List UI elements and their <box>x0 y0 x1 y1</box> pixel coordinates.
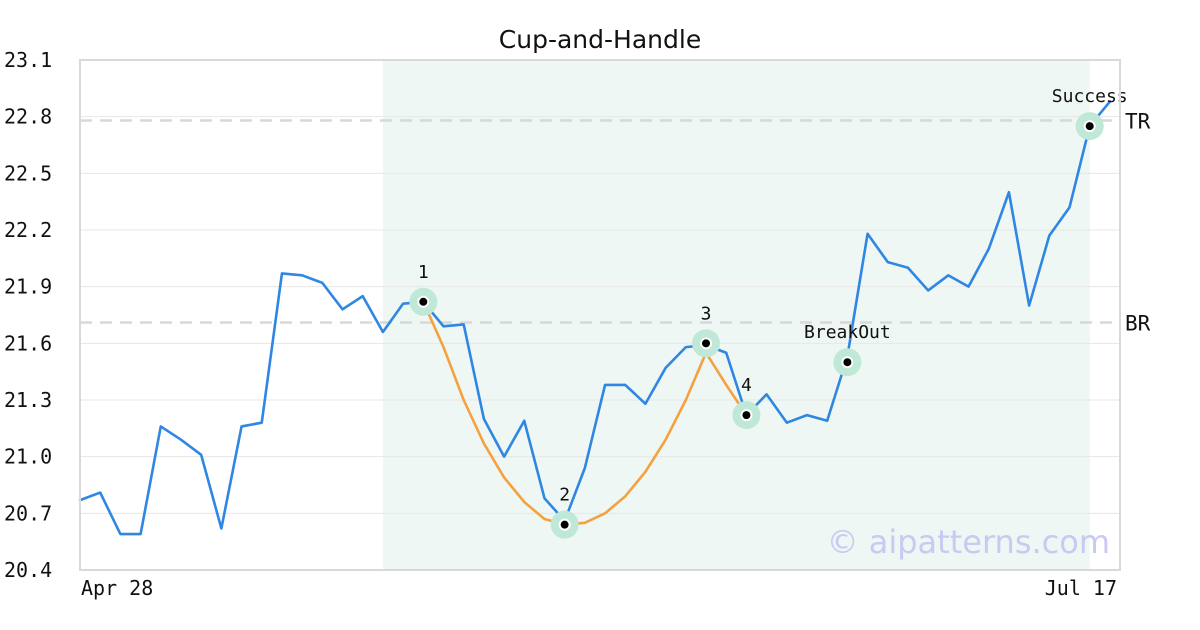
reference-lines: TR BR <box>80 109 1151 336</box>
cup-handle-pattern-line <box>422 300 748 526</box>
y-tick-label: 21.3 <box>4 388 52 412</box>
price-series-line <box>78 100 1112 536</box>
marker-point <box>558 518 571 531</box>
marker-label: 2 <box>559 485 570 506</box>
marker-point <box>1083 120 1096 133</box>
plot-frame <box>79 59 1121 571</box>
watermark: © aipatterns.com <box>827 523 1110 561</box>
y-tick-label: 21.9 <box>4 275 52 299</box>
pattern-markers: 1 2 3 4 BreakOut Success <box>409 86 1128 539</box>
marker-point <box>700 337 713 350</box>
marker-point <box>841 356 854 369</box>
x-end-label: Jul 17 <box>1045 576 1117 600</box>
y-tick-label: 22.5 <box>4 161 52 185</box>
marker-label: 4 <box>741 375 752 396</box>
y-tick-label: 20.7 <box>4 501 52 525</box>
marker-label: BreakOut <box>804 322 891 343</box>
chart-title: Cup-and-Handle <box>499 25 701 54</box>
marker-point <box>417 295 430 308</box>
reference-line-label: BR <box>1125 312 1151 336</box>
y-tick-label: 22.8 <box>4 105 52 129</box>
pattern-highlight-region <box>382 60 1090 570</box>
marker-label: 3 <box>701 303 712 324</box>
marker-point <box>740 409 753 422</box>
marker-label: Success <box>1052 86 1128 107</box>
reference-line-label: TR <box>1125 109 1151 133</box>
y-tick-label: 22.2 <box>4 218 52 242</box>
y-tick-label: 20.4 <box>4 558 52 582</box>
x-start-label: Apr 28 <box>81 576 153 600</box>
marker-label: 1 <box>418 262 429 283</box>
y-axis-tick-labels: 23.1 22.8 22.5 22.2 21.9 21.6 21.3 21.0 20.7 20.4 <box>4 48 52 582</box>
y-tick-label: 23.1 <box>4 48 52 72</box>
y-tick-label: 21.6 <box>4 331 52 355</box>
y-tick-label: 21.0 <box>4 445 52 469</box>
